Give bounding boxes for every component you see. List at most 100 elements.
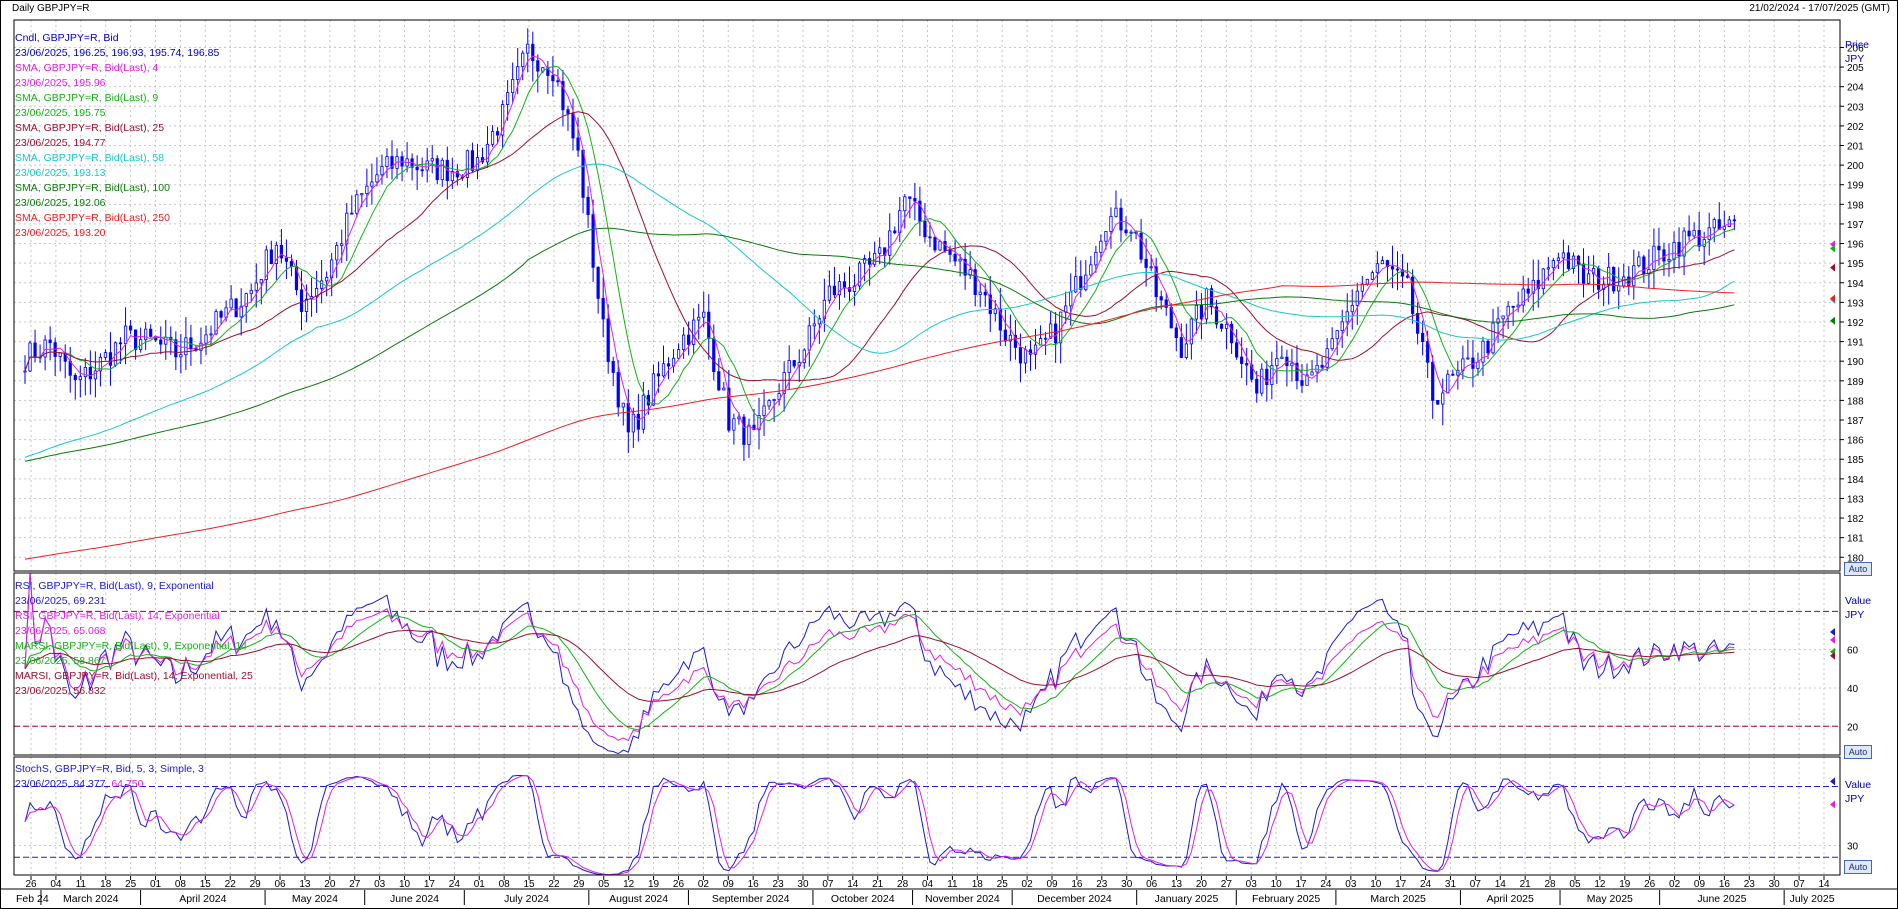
candle-body: [1119, 207, 1123, 231]
candle-body: [1149, 266, 1153, 269]
x-tick-label: 17: [1295, 879, 1307, 890]
stoch-legend-values: 23/06/2025, 84.377, 64.750: [15, 777, 204, 792]
candle-body: [1602, 283, 1606, 290]
price-tick-label: 185: [1847, 455, 1864, 466]
rsi-auto-button[interactable]: Auto: [1844, 745, 1872, 759]
candle-body: [440, 159, 444, 181]
rsi-legend-label: RSI, GBPJPY=R, Bid(Last), 9, Exponential: [15, 580, 214, 592]
rsi-marker: [1830, 627, 1835, 636]
month-label: January 2025: [1155, 893, 1219, 905]
rsi-14-line: [24, 572, 1735, 742]
x-tick-label: 21: [1520, 879, 1532, 890]
x-tick-label: 03: [374, 879, 386, 890]
candle-body: [128, 325, 133, 331]
candle-body: [1184, 343, 1188, 358]
candle-body: [340, 243, 344, 246]
price-legend-value: 23/06/2025, 193.13: [15, 167, 106, 179]
x-tick-label: 08: [499, 879, 511, 890]
candle-body: [591, 214, 595, 268]
candle-body: [1642, 256, 1646, 275]
candle-body: [385, 156, 389, 167]
x-tick-label: 09: [1694, 879, 1706, 890]
candle-body: [1491, 322, 1495, 354]
candle-body: [1521, 288, 1525, 306]
candle-body: [134, 329, 138, 350]
candle-body: [1219, 323, 1224, 329]
candle-body: [903, 196, 907, 212]
candle-body: [963, 258, 967, 276]
candle-body: [1199, 305, 1204, 320]
candle-body: [656, 373, 661, 377]
candle-body: [812, 323, 816, 327]
candle-body: [1566, 252, 1571, 269]
candle-body: [1224, 323, 1229, 329]
candle-body: [506, 92, 510, 105]
candle-body: [1275, 358, 1279, 366]
candle-body: [1340, 321, 1344, 331]
axis-layer: 1801811821831841851861871881891901911921…: [16, 43, 1864, 905]
price-tick-label: 197: [1847, 220, 1864, 231]
candle-body: [495, 131, 500, 136]
x-tick-label: 12: [623, 879, 635, 890]
candle-body: [1350, 304, 1354, 313]
price-tick-label: 198: [1847, 200, 1864, 211]
candle-body: [345, 212, 349, 245]
candle-body: [485, 143, 490, 163]
candle-body: [93, 370, 97, 380]
candle-body: [1290, 362, 1294, 367]
candle-body: [1657, 245, 1661, 251]
candle-body: [1516, 304, 1520, 308]
candle-body: [1008, 334, 1012, 342]
candle-body: [159, 339, 163, 345]
candle-body: [149, 328, 153, 337]
stoch-tick-label: 30: [1847, 842, 1859, 853]
candle-body: [450, 171, 454, 182]
candle-body: [48, 339, 52, 344]
marsi-9-line: [24, 613, 1735, 731]
price-tick-label: 195: [1847, 259, 1864, 270]
candle-body: [199, 342, 203, 351]
candle-body: [88, 366, 92, 380]
chart-title: Daily GBPJPY=R: [12, 3, 90, 14]
price-legend-label: SMA, GBPJPY=R, Bid(Last), 100: [15, 182, 170, 194]
candle-body: [254, 282, 258, 291]
candle-body: [234, 298, 238, 318]
candle-body: [702, 311, 706, 318]
x-tick-label: 25: [125, 879, 137, 890]
candle-body: [576, 137, 580, 151]
candle-body: [913, 198, 917, 202]
x-tick-label: 07: [1794, 879, 1806, 890]
candle-body: [1245, 363, 1249, 366]
price-tick-label: 202: [1847, 122, 1864, 133]
candle-body: [1390, 266, 1395, 270]
price-tick-label: 193: [1847, 298, 1864, 309]
candle-body: [983, 291, 987, 296]
stoch-auto-button[interactable]: Auto: [1844, 860, 1872, 874]
candle-body: [249, 289, 253, 295]
x-tick-label: 18: [100, 879, 112, 890]
candle-body: [661, 363, 666, 377]
candle-body: [847, 287, 852, 292]
candle-body: [1551, 260, 1555, 269]
candle-body: [325, 277, 329, 282]
x-tick-label: 22: [548, 879, 560, 890]
candle-body: [259, 279, 263, 284]
candle-body: [335, 245, 339, 261]
x-tick-label: 28: [897, 879, 909, 890]
candle-body: [1114, 207, 1118, 217]
price-auto-button[interactable]: Auto: [1844, 562, 1872, 576]
candle-body: [536, 60, 540, 72]
candle-body: [1360, 283, 1364, 292]
candle-body: [893, 230, 897, 234]
candle-body: [868, 258, 872, 265]
candle-body: [762, 405, 766, 416]
candle-body: [1441, 392, 1445, 405]
x-tick-label: 13: [1171, 879, 1183, 890]
x-tick-label: 09: [723, 879, 735, 890]
candle-body: [1240, 356, 1244, 364]
candle-body: [98, 357, 103, 372]
x-tick-label: 18: [972, 879, 984, 890]
candle-body: [1451, 373, 1455, 376]
